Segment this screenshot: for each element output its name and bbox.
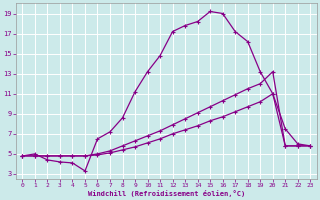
X-axis label: Windchill (Refroidissement éolien,°C): Windchill (Refroidissement éolien,°C) — [88, 190, 245, 197]
